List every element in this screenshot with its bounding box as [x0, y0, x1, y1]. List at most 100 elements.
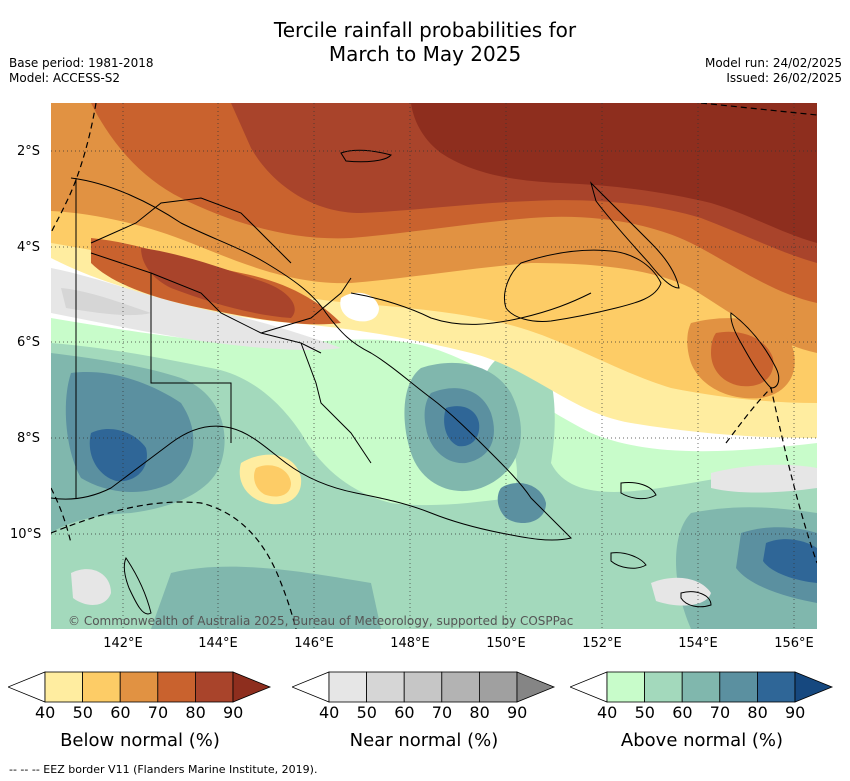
- lon-tick-154e: 154°E: [678, 636, 718, 651]
- title-line-2: March to May 2025: [328, 42, 522, 66]
- near-50-region: [61, 288, 151, 316]
- above-normal-colorbar: [570, 671, 834, 703]
- below-colorbar-swatch-40: [44, 671, 83, 703]
- below-east-patch-inner: [711, 331, 774, 387]
- above-level-label-60: 60: [672, 703, 693, 722]
- islands-south: [610, 552, 647, 569]
- below-colorbar-low-end: [8, 671, 46, 703]
- near-white-hole: [340, 292, 379, 322]
- above-level-label-90: 90: [785, 703, 806, 722]
- lon-tick-146e: 146°E: [294, 636, 334, 651]
- model-name: Model: ACCESS-S2: [9, 71, 121, 85]
- above-colorbar-low-end: [570, 671, 608, 703]
- below-colorbar-high-end: [232, 671, 272, 703]
- coastlines: [51, 149, 780, 615]
- near-40-se: [651, 577, 711, 606]
- near-level-label-50: 50: [356, 703, 377, 722]
- above-level-label-50: 50: [634, 703, 655, 722]
- below-level-label-80: 80: [185, 703, 206, 722]
- lat-tick-8s: 8°S: [17, 431, 41, 446]
- above-70-small: [497, 483, 546, 523]
- below-level-label-60: 60: [110, 703, 131, 722]
- torres-strait: [123, 556, 152, 615]
- near-level-label-70: 70: [431, 703, 453, 722]
- near-40-region: [51, 268, 341, 351]
- lat-tick-2s: 2°S: [17, 144, 41, 159]
- title-line-1: Tercile rainfall probabilities for: [273, 18, 577, 42]
- below-level-label-90: 90: [223, 703, 244, 722]
- province-border-2: [90, 252, 232, 443]
- below-south-patch-inner: [254, 465, 291, 497]
- near-colorbar-low-end: [292, 671, 330, 703]
- base-period: Base period: 1981-2018: [9, 56, 154, 70]
- eez-borders: [51, 103, 817, 629]
- lon-tick-144e: 144°E: [198, 636, 238, 651]
- model-info: Base period: 1981-2018 Model: ACCESS-S2: [9, 56, 154, 86]
- north-coast-detail: [350, 292, 592, 325]
- new-ireland-coast: [590, 181, 680, 289]
- above-80-region: [89, 428, 147, 482]
- near-level-label-40: 40: [319, 703, 340, 722]
- island-group-1: [620, 482, 657, 500]
- near-normal-title: Near normal (%): [349, 730, 499, 751]
- eez-south-mid: [51, 487, 72, 544]
- below-normal-title: Below normal (%): [60, 730, 220, 751]
- province-border-3: [150, 272, 322, 354]
- new-guinea-coast: [51, 177, 572, 541]
- near-level-label-60: 60: [394, 703, 415, 722]
- below-normal-colorbar: [8, 671, 272, 703]
- eez-footnote: -- -- -- EEZ border V11 (Flanders Marine…: [9, 763, 318, 776]
- run-info: Model run: 24/02/2025 Issued: 26/02/2025: [705, 56, 842, 86]
- lon-tick-150e: 150°E: [486, 636, 526, 651]
- above-80-region-se: [763, 539, 817, 583]
- near-level-label-80: 80: [469, 703, 490, 722]
- above-colorbar-swatch-50: [644, 671, 683, 703]
- above-colorbar-swatch-80: [756, 671, 796, 703]
- near-colorbar-swatch-40: [328, 671, 367, 703]
- below-colorbar-swatch-80: [194, 671, 234, 703]
- above-level-label-80: 80: [747, 703, 768, 722]
- near-normal-colorbar: [292, 671, 556, 703]
- province-border-4: [260, 277, 352, 334]
- near-colorbar-swatch-50: [366, 671, 405, 703]
- probability-map: [51, 103, 817, 629]
- above-colorbar-swatch-70: [719, 671, 758, 703]
- lon-tick-152e: 152°E: [582, 636, 622, 651]
- above-level-label-40: 40: [597, 703, 618, 722]
- above-colorbar-high-end: [794, 671, 834, 703]
- model-run-date: Model run: 24/02/2025: [704, 56, 842, 70]
- above-normal-title: Above normal (%): [620, 730, 784, 751]
- eez-south-east: [725, 386, 817, 564]
- near-colorbar-swatch-70: [441, 671, 480, 703]
- below-level-label-70: 70: [147, 703, 169, 722]
- lat-tick-10s: 10°S: [10, 527, 42, 542]
- lon-tick-156e: 156°E: [774, 636, 814, 651]
- province-border-6: [300, 342, 372, 464]
- near-colorbar-high-end: [516, 671, 556, 703]
- below-colorbar-swatch-60: [119, 671, 159, 703]
- below-90-region: [411, 103, 817, 243]
- near-40-east: [711, 464, 817, 493]
- manus-island: [340, 149, 392, 163]
- above-50-region: [51, 343, 817, 629]
- below-level-label-50: 50: [72, 703, 93, 722]
- map-title: Tercile rainfall probabilities for March…: [0, 18, 850, 66]
- above-colorbar-swatch-40: [606, 671, 645, 703]
- above-colorbar-swatch-60: [681, 671, 721, 703]
- near-colorbar-swatch-80: [478, 671, 518, 703]
- island-group-2: [680, 591, 712, 608]
- below-level-label-40: 40: [35, 703, 56, 722]
- lon-tick-142e: 142°E: [103, 636, 143, 651]
- map-credit: © Commonwealth of Australia 2025, Bureau…: [68, 614, 574, 628]
- near-colorbar-swatch-60: [403, 671, 443, 703]
- issued-date: Issued: 26/02/2025: [726, 71, 842, 85]
- below-colorbar-swatch-50: [82, 671, 121, 703]
- lat-tick-4s: 4°S: [17, 240, 41, 255]
- below-colorbar-swatch-70: [157, 671, 196, 703]
- eez-south-west: [51, 501, 297, 629]
- map-canvas: [51, 103, 817, 629]
- eez-north-west: [51, 103, 97, 234]
- province-border-5: [90, 197, 292, 264]
- new-britain-coast: [504, 249, 662, 322]
- near-40-south: [71, 569, 111, 605]
